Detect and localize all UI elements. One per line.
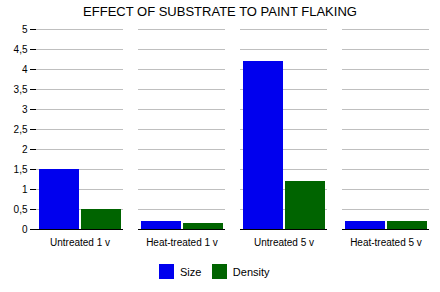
html-text:Size: Size <box>180 265 202 278</box>
svg-text:3,5: 3,5 <box>14 84 28 95</box>
svg-text:4,5: 4,5 <box>14 44 28 55</box>
svg-text:2: 2 <box>22 144 28 155</box>
svg-text:2,5: 2,5 <box>14 124 28 135</box>
svg-text:4: 4 <box>22 64 28 75</box>
svg-text:Heat-treated 5 v: Heat-treated 5 v <box>350 237 422 248</box>
svg-text:5: 5 <box>22 24 28 35</box>
svg-text:Heat-treated 1 v: Heat-treated 1 v <box>146 237 218 248</box>
svg-text:Untreated 5 v: Untreated 5 v <box>254 237 314 248</box>
html-text:Density: Density <box>232 265 270 278</box>
svg-text:Untreated 1 v: Untreated 1 v <box>50 237 110 248</box>
html-text:EFFECT OF SUBSTRATE TO PAINT F: EFFECT OF SUBSTRATE TO PAINT FLAKING <box>83 4 357 19</box>
svg-text:1: 1 <box>22 184 28 195</box>
svg-text:0: 0 <box>22 224 28 235</box>
svg-text:3: 3 <box>22 104 28 115</box>
svg-text:0,5: 0,5 <box>14 204 28 215</box>
svg-text:1,5: 1,5 <box>14 164 28 175</box>
